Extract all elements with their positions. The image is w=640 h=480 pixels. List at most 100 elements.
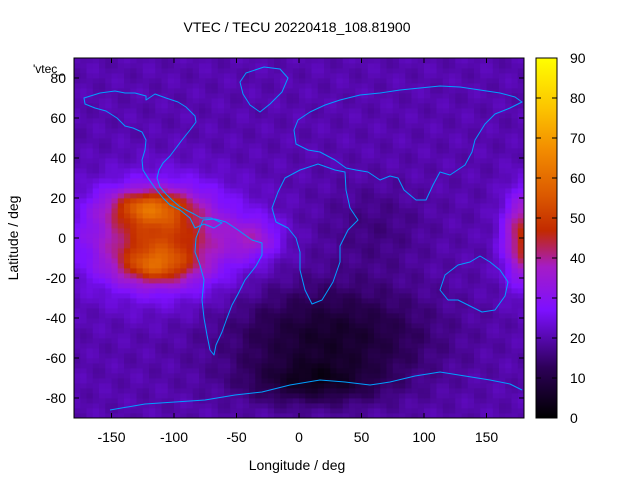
heatmap-cell: [355, 228, 362, 234]
heatmap-cell: [217, 263, 225, 269]
heatmap-cell: [149, 198, 156, 204]
heatmap-cell: [117, 78, 125, 84]
heatmap-cell: [161, 383, 169, 389]
heatmap-cell: [492, 403, 500, 409]
heatmap-cell: [330, 163, 337, 169]
heatmap-cell: [130, 188, 137, 194]
heatmap-cell: [342, 353, 350, 359]
heatmap-cell: [399, 158, 406, 164]
heatmap-cell: [117, 138, 125, 144]
heatmap-cell: [142, 123, 150, 129]
heatmap-cell: [117, 358, 125, 364]
heatmap-cell: [392, 168, 400, 174]
heatmap-cell: [424, 158, 431, 164]
heatmap-cell: [392, 218, 400, 224]
heatmap-cell: [411, 343, 419, 349]
heatmap-cell: [480, 398, 487, 404]
heatmap-cell: [330, 283, 337, 289]
heatmap-cell: [74, 333, 81, 339]
heatmap-cell: [267, 133, 275, 139]
heatmap-cell: [286, 313, 294, 319]
heatmap-cell: [305, 143, 312, 149]
heatmap-cell: [399, 113, 406, 119]
heatmap-cell: [430, 123, 437, 129]
heatmap-cell: [480, 283, 487, 289]
heatmap-cell: [299, 78, 306, 84]
heatmap-cell: [480, 138, 487, 144]
heatmap-cell: [255, 228, 262, 234]
heatmap-cell: [74, 78, 81, 84]
heatmap-cell: [155, 118, 162, 124]
heatmap-cell: [117, 363, 125, 369]
heatmap-cell: [317, 173, 325, 179]
heatmap-cell: [467, 413, 475, 419]
heatmap-cell: [217, 163, 225, 169]
heatmap-cell: [292, 298, 300, 304]
heatmap-cell: [242, 198, 250, 204]
heatmap-cell: [486, 293, 494, 299]
heatmap-cell: [417, 93, 425, 99]
heatmap-cell: [367, 263, 375, 269]
heatmap-cell: [199, 173, 206, 179]
heatmap-cell: [274, 278, 281, 284]
heatmap-cell: [161, 338, 169, 344]
heatmap-cell: [242, 228, 250, 234]
heatmap-cell: [336, 388, 344, 394]
heatmap-cell: [505, 73, 512, 79]
heatmap-cell: [355, 303, 362, 309]
heatmap-cell: [411, 273, 419, 279]
heatmap-cell: [261, 403, 269, 409]
heatmap-cell: [455, 78, 462, 84]
heatmap-cell: [280, 243, 287, 249]
heatmap-cell: [517, 98, 525, 104]
heatmap-cell: [292, 143, 300, 149]
heatmap-cell: [467, 308, 475, 314]
heatmap-cell: [105, 243, 112, 249]
heatmap-cell: [474, 318, 481, 324]
heatmap-cell: [130, 313, 137, 319]
heatmap-cell: [286, 308, 294, 314]
heatmap-cell: [117, 313, 125, 319]
heatmap-cell: [405, 278, 412, 284]
heatmap-cell: [86, 233, 94, 239]
heatmap-cell: [255, 173, 262, 179]
heatmap-cell: [461, 283, 469, 289]
heatmap-cell: [361, 358, 369, 364]
heatmap-cell: [117, 128, 125, 134]
heatmap-cell: [486, 103, 494, 109]
heatmap-cell: [411, 203, 419, 209]
heatmap-cell: [74, 353, 81, 359]
heatmap-cell: [249, 323, 256, 329]
heatmap-cell: [124, 153, 131, 159]
heatmap-cell: [492, 128, 500, 134]
heatmap-cell: [349, 363, 356, 369]
heatmap-cell: [286, 343, 294, 349]
heatmap-cell: [517, 93, 525, 99]
heatmap-cell: [274, 228, 281, 234]
heatmap-cell: [311, 178, 319, 184]
heatmap-cell: [136, 93, 144, 99]
heatmap-cell: [155, 153, 162, 159]
heatmap-cell: [236, 363, 244, 369]
heatmap-cell: [174, 113, 181, 119]
heatmap-cell: [199, 258, 206, 264]
heatmap-cell: [424, 318, 431, 324]
heatmap-cell: [124, 163, 131, 169]
heatmap-cell: [167, 188, 175, 194]
heatmap-cell: [367, 393, 375, 399]
heatmap-cell: [255, 388, 262, 394]
heatmap-cell: [130, 148, 137, 154]
heatmap-cell: [511, 308, 519, 314]
heatmap-cell: [74, 143, 81, 149]
heatmap-cell: [149, 353, 156, 359]
heatmap-cell: [324, 128, 331, 134]
heatmap-cell: [86, 138, 94, 144]
heatmap-cell: [299, 413, 306, 419]
heatmap-cell: [136, 143, 144, 149]
heatmap-cell: [105, 153, 112, 159]
heatmap-cell: [236, 108, 244, 114]
heatmap-cell: [374, 113, 381, 119]
heatmap-cell: [367, 343, 375, 349]
heatmap-cell: [217, 278, 225, 284]
heatmap-cell: [317, 403, 325, 409]
